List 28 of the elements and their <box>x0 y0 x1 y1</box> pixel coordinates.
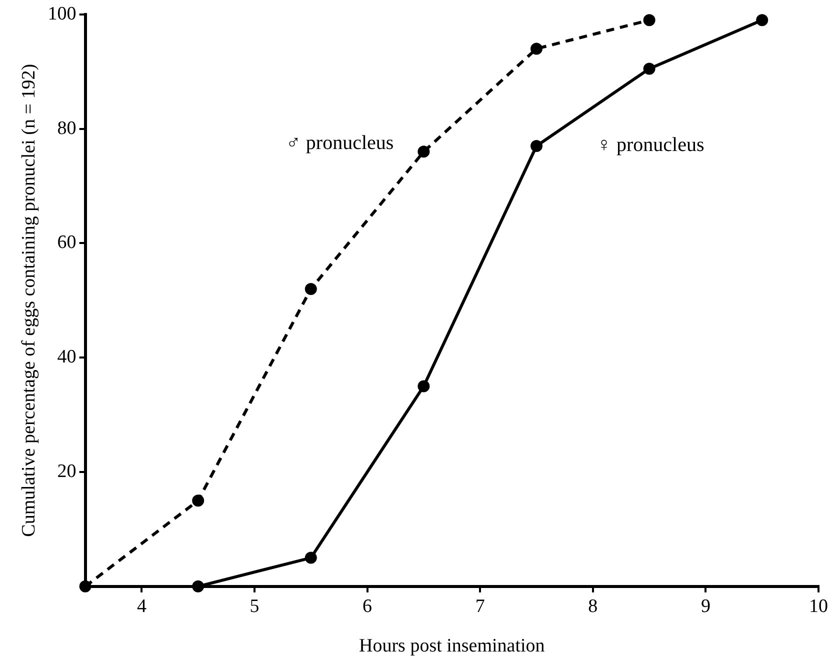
point <box>192 494 204 507</box>
point <box>304 282 317 295</box>
y-tick-label: 80 <box>57 118 76 139</box>
y-axis-title: Cumulative percentage of eggs containing pronuclei (n = 192) <box>18 64 40 537</box>
point <box>418 380 430 392</box>
x-tick-label: 5 <box>250 596 260 617</box>
point <box>643 14 656 26</box>
y-tick-label: 100 <box>48 3 76 24</box>
y-tick-label: 40 <box>57 346 76 368</box>
x-tick-label: 8 <box>588 596 598 617</box>
point <box>192 580 204 592</box>
point <box>756 14 768 26</box>
series-label: ♂ pronucleus <box>286 132 394 154</box>
x-tick-label: 6 <box>362 596 372 617</box>
point <box>304 552 317 564</box>
x-tick-label: 7 <box>475 596 485 617</box>
series-label: ♀ pronucleus <box>596 134 704 156</box>
point <box>530 42 542 55</box>
x-tick-label: 10 <box>809 596 828 617</box>
x-tick-label: 4 <box>136 596 147 617</box>
y-tick-label: 60 <box>57 232 76 254</box>
x-tick-label: 9 <box>700 596 710 617</box>
point <box>530 140 542 152</box>
point <box>418 146 430 158</box>
point <box>643 62 656 75</box>
y-tick-label: 20 <box>57 460 76 482</box>
point <box>79 580 92 592</box>
x-axis-title: Hours post insemination <box>359 636 546 657</box>
